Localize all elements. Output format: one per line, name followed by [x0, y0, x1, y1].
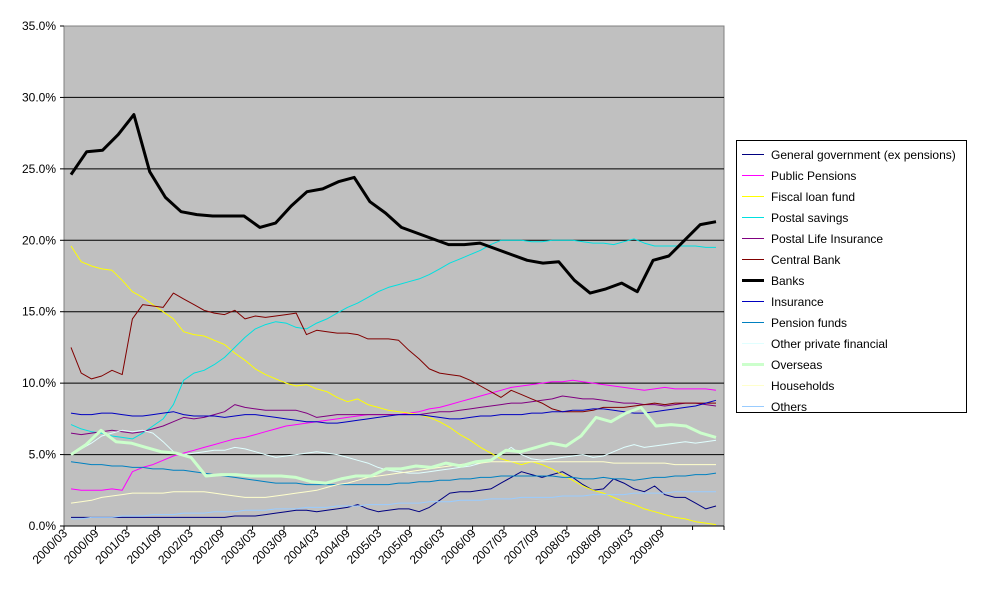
legend-item: Overseas	[737, 354, 966, 375]
legend-item: General government (ex pensions)	[737, 144, 966, 165]
legend-label: Pension funds	[771, 315, 848, 330]
legend-label: Others	[771, 399, 808, 414]
legend-item: Fiscal loan fund	[737, 186, 966, 207]
legend-swatch	[742, 175, 764, 176]
series-line-overseas	[70, 405, 717, 485]
legend-label: Overseas	[771, 357, 823, 372]
legend-swatch	[742, 363, 764, 366]
legend-swatch	[742, 259, 764, 260]
legend-label: Banks	[771, 273, 805, 288]
series-line-postal-life-insurance	[70, 395, 717, 436]
legend-swatch	[742, 196, 764, 197]
series-line-households	[70, 461, 716, 504]
legend-label: Postal savings	[771, 210, 849, 225]
series-lines	[69, 113, 717, 526]
plot-area	[63, 25, 725, 527]
series-line-banks	[69, 113, 717, 295]
legend-swatch	[742, 301, 764, 302]
legend-item: Banks	[737, 270, 966, 291]
legend-swatch	[742, 322, 764, 323]
legend-label: Public Pensions	[771, 168, 857, 183]
series-line-pension-funds	[70, 461, 717, 486]
legend-item: Others	[737, 396, 966, 417]
legend-label: Other private financial	[771, 336, 888, 351]
legend-label: General government (ex pensions)	[771, 147, 956, 162]
legend-item: Other private financial	[737, 333, 966, 354]
series-line-insurance	[70, 399, 717, 424]
series-line-others	[71, 491, 716, 520]
series-line-fiscal-loan-fund	[70, 245, 717, 526]
legend-swatch	[742, 406, 764, 407]
legend-swatch	[742, 238, 764, 239]
legend-swatch	[742, 343, 764, 344]
legend-item: Central Bank	[737, 249, 966, 270]
y-tick-label: 5.0%	[29, 448, 57, 462]
y-axis: 0.0% 5.0% 10.0% 15.0% 20.0% 25.0% 30.0% 35.0%	[22, 19, 64, 533]
y-tick-label: 20.0%	[22, 233, 56, 247]
legend-swatch	[742, 385, 764, 386]
y-tick-label: 10.0%	[22, 376, 56, 390]
y-tick-label: 35.0%	[22, 19, 56, 33]
legend-label: Fiscal loan fund	[771, 189, 856, 204]
series-line-postal-savings	[70, 238, 716, 440]
legend-label: Postal Life Insurance	[771, 231, 884, 246]
legend-item: Insurance	[737, 291, 966, 312]
y-tick-label: 30.0%	[22, 90, 56, 104]
legend-swatch	[742, 217, 764, 218]
legend-item: Households	[737, 375, 966, 396]
legend-item: Pension funds	[737, 312, 966, 333]
legend-item: Postal savings	[737, 207, 966, 228]
x-axis: 2000/032000/092001/032001/092002/032002/…	[30, 525, 725, 567]
legend-label: Insurance	[771, 294, 824, 309]
y-tick-label: 15.0%	[22, 305, 56, 319]
y-tick-label: 25.0%	[22, 162, 56, 176]
legend-item: Public Pensions	[737, 165, 966, 186]
gridlines	[64, 96, 724, 456]
legend-swatch	[742, 279, 764, 282]
y-tick-label: 0.0%	[29, 519, 57, 533]
legend: General government (ex pensions) Public P…	[736, 140, 967, 414]
series-line-central-bank	[70, 292, 716, 413]
legend-item: Postal Life Insurance	[737, 228, 966, 249]
series-line-general-government-ex-pensions	[71, 471, 717, 518]
x-tick-label: 2009/09	[627, 526, 668, 567]
legend-swatch	[742, 154, 764, 155]
legend-label: Households	[771, 378, 835, 393]
legend-label: Central Bank	[771, 252, 841, 267]
